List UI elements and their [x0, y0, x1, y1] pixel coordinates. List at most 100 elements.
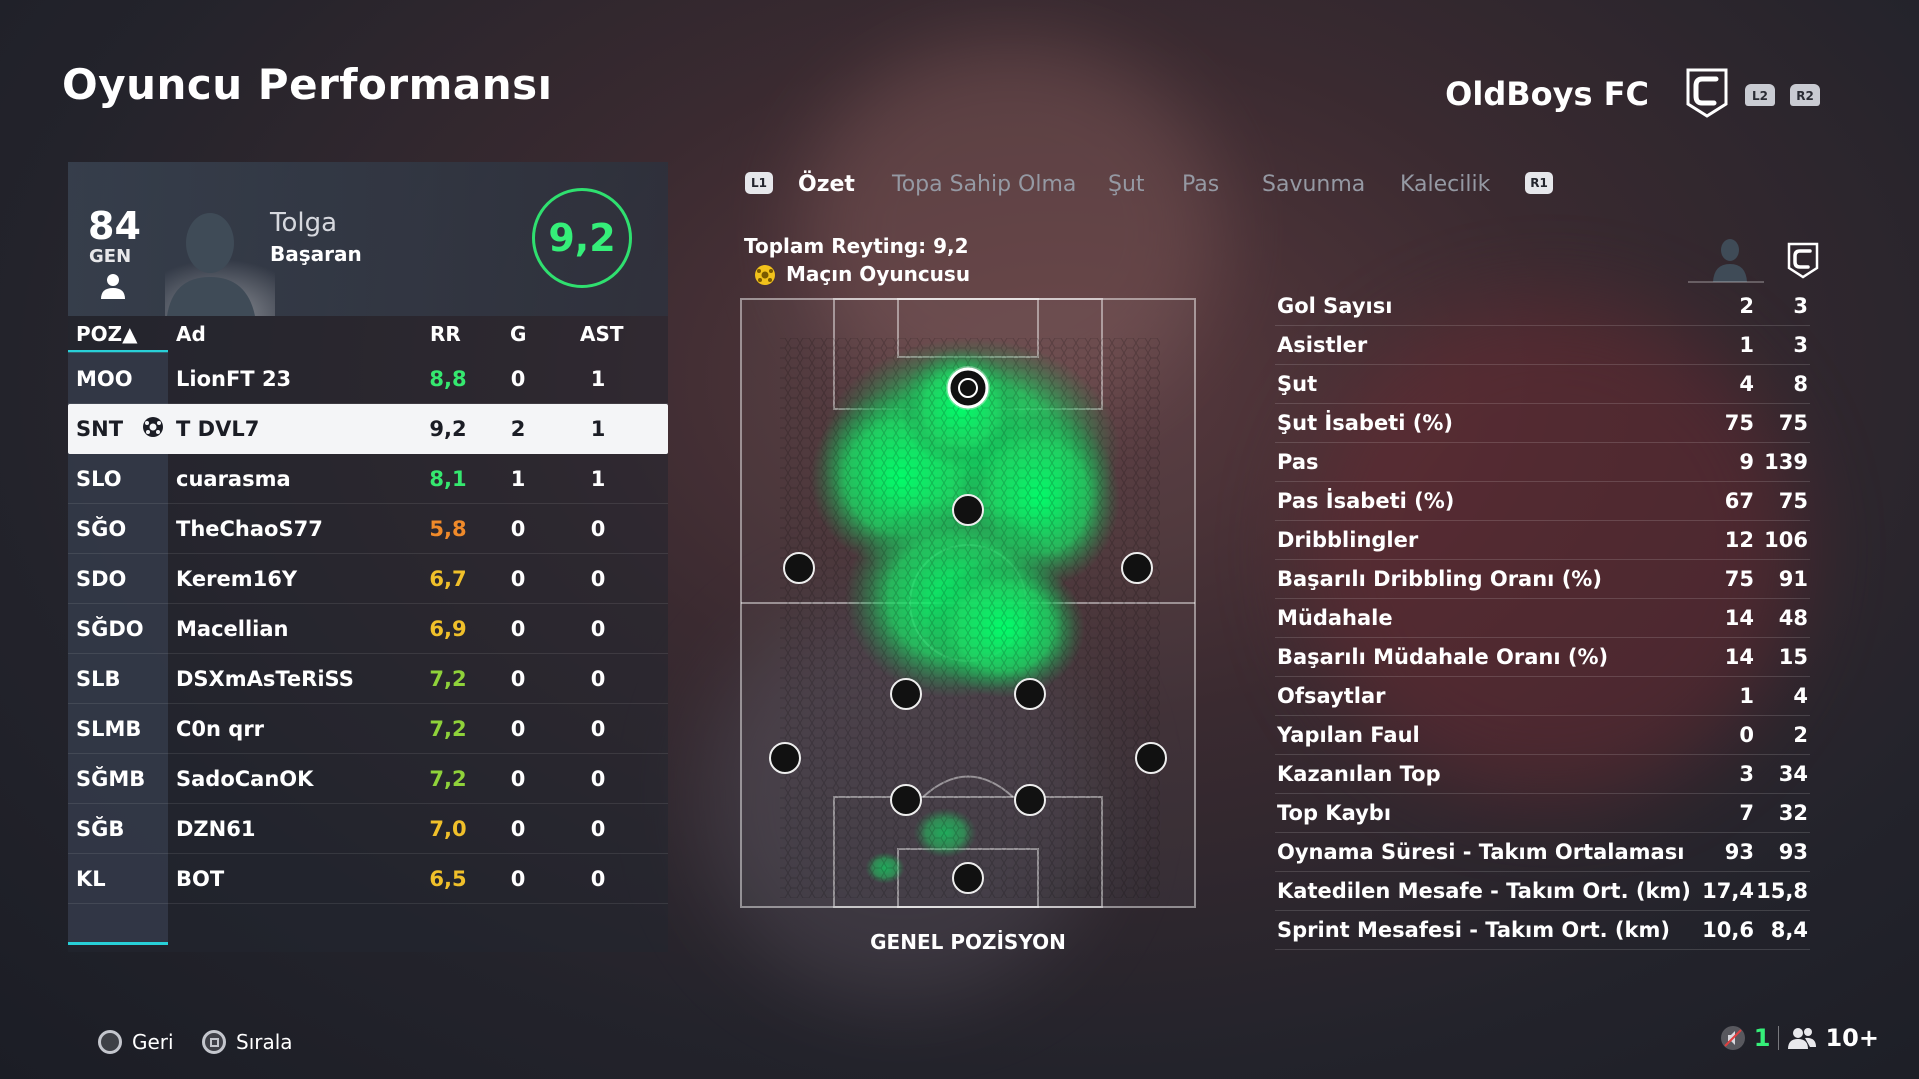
header-ast[interactable]: AST	[580, 322, 624, 346]
row-goals: 0	[510, 717, 526, 741]
stat-label: Yapılan Faul	[1277, 723, 1420, 747]
stat-row: Pas 9 139	[1275, 443, 1810, 482]
session-status: 1 10+	[1720, 1024, 1879, 1052]
stat-team-value: 34	[1778, 762, 1808, 786]
match-rating-value: 9,2	[548, 216, 616, 260]
header-name[interactable]: Ad	[176, 322, 206, 346]
l1-shoulder-icon[interactable]: L1	[745, 172, 773, 194]
stat-row: Başarılı Dribbling Oranı (%) 75 91	[1275, 560, 1810, 599]
table-row[interactable]: SLB DSXmAsTeRiSS 7,2 0 0	[68, 654, 668, 704]
stat-player-value: 1	[1739, 333, 1754, 357]
row-player-name: TheChaoS77	[176, 517, 323, 541]
stat-player-value: 10,6	[1702, 918, 1754, 942]
stat-row: Dribblingler 12 106	[1275, 521, 1810, 560]
row-player-name: Kerem16Y	[176, 567, 298, 591]
stat-team-value: 139	[1764, 450, 1808, 474]
row-goals: 0	[510, 517, 526, 541]
row-goals: 0	[510, 567, 526, 591]
stat-team-value: 48	[1778, 606, 1808, 630]
sort-indicator	[68, 350, 168, 353]
table-row[interactable]: SĞDO Macellian 6,9 0 0	[68, 604, 668, 654]
tab-kalecilik[interactable]: Kalecilik	[1400, 172, 1491, 197]
row-position: SLMB	[76, 717, 142, 741]
table-row[interactable]: SNT T DVL7 9,2 2 1	[68, 404, 668, 454]
stat-team-value: 3	[1793, 294, 1808, 318]
tab-savunma[interactable]: Savunma	[1262, 172, 1366, 197]
row-assists: 0	[590, 517, 606, 541]
tab-pas[interactable]: Pas	[1182, 172, 1220, 197]
stat-team-value: 8,4	[1770, 918, 1808, 942]
player-last-name: Başaran	[270, 242, 362, 266]
header-pos[interactable]: POZ▲	[76, 322, 138, 346]
row-position: SNT	[76, 417, 124, 441]
page-title: Oyuncu Performansı	[62, 60, 553, 109]
back-button[interactable]: Geri	[98, 1030, 174, 1054]
stat-row: Başarılı Müdahale Oranı (%) 14 15	[1275, 638, 1810, 677]
stat-team-value: 8	[1793, 372, 1808, 396]
table-row[interactable]: SDO Kerem16Y 6,7 0 0	[68, 554, 668, 604]
stat-player-value: 7	[1739, 801, 1754, 825]
row-rating: 6,7	[429, 567, 467, 591]
stat-team-value: 75	[1778, 411, 1808, 435]
pitch-label: GENEL POZİSYON	[870, 930, 1066, 954]
tab-sut[interactable]: Şut	[1108, 172, 1145, 197]
player-silhouette-icon	[165, 213, 275, 316]
stat-label: Sprint Mesafesi - Takım Ort. (km)	[1277, 918, 1670, 942]
stat-team-value: 32	[1778, 801, 1808, 825]
divider	[1778, 1026, 1780, 1050]
sort-button[interactable]: Sırala	[202, 1030, 293, 1054]
overall-rating: 84	[88, 204, 141, 248]
player-table: MOO LionFT 23 8,8 0 1 SNT T DVL7 9,2 2 1 SLO cuaras…	[68, 354, 668, 904]
row-rating: 6,5	[429, 867, 467, 891]
table-row[interactable]: KL BOT 6,5 0 0	[68, 854, 668, 904]
row-player-name: BOT	[176, 867, 225, 891]
row-player-name: SadoCanOK	[176, 767, 314, 791]
row-goals: 0	[510, 617, 526, 641]
tab-ozet[interactable]: Özet	[798, 172, 855, 197]
row-assists: 0	[590, 817, 606, 841]
stat-row: Şut 4 8	[1275, 365, 1810, 404]
club-name: OldBoys FC	[1445, 75, 1649, 113]
table-row[interactable]: SLMB C0n qrr 7,2 0 0	[68, 704, 668, 754]
stat-player-value: 75	[1724, 411, 1754, 435]
square-button-icon	[202, 1030, 226, 1054]
row-position: SLO	[76, 467, 122, 491]
stat-team-value: 3	[1793, 333, 1808, 357]
stat-team-value: 4	[1793, 684, 1808, 708]
stat-player-value: 14	[1724, 606, 1754, 630]
table-row[interactable]: SĞB DZN61 7,0 0 0	[68, 804, 668, 854]
stat-row: Top Kaybı 7 32	[1275, 794, 1810, 833]
row-position: SĞO	[76, 517, 127, 541]
header-rr[interactable]: RR	[430, 322, 461, 346]
stat-label: Pas İsabeti (%)	[1277, 489, 1455, 513]
stat-row: Sprint Mesafesi - Takım Ort. (km) 10,6 8,4	[1275, 911, 1810, 950]
row-position: SĞB	[76, 817, 125, 841]
stat-player-value: 2	[1739, 294, 1754, 318]
background-blur	[1300, 300, 1800, 800]
row-player-name: DSXmAsTeRiSS	[176, 667, 354, 691]
stat-team-value: 91	[1778, 567, 1808, 591]
position-heatmap	[740, 298, 1196, 908]
table-row[interactable]: SLO cuarasma 8,1 1 1	[68, 454, 668, 504]
row-position: MOO	[76, 367, 133, 391]
back-label: Geri	[132, 1030, 174, 1054]
row-assists: 1	[590, 467, 606, 491]
table-row[interactable]: SĞO TheChaoS77 5,8 0 0	[68, 504, 668, 554]
table-row[interactable]: SĞMB SadoCanOK 7,2 0 0	[68, 754, 668, 804]
stat-team-value: 2	[1793, 723, 1808, 747]
stat-label: Başarılı Dribbling Oranı (%)	[1277, 567, 1602, 591]
stat-player-value: 4	[1739, 372, 1754, 396]
tab-topa-sahip-olma[interactable]: Topa Sahip Olma	[892, 172, 1077, 197]
row-position: SĞDO	[76, 617, 144, 641]
stat-label: Gol Sayısı	[1277, 294, 1393, 318]
pos-column-underline	[68, 942, 168, 945]
table-row[interactable]: MOO LionFT 23 8,8 0 1	[68, 354, 668, 404]
player-column-icon	[1688, 239, 1764, 283]
total-rating: Toplam Reyting: 9,2	[744, 234, 969, 258]
l2-trigger-icon[interactable]: L2	[1745, 84, 1775, 106]
r1-shoulder-icon[interactable]: R1	[1525, 172, 1553, 194]
header-g[interactable]: G	[510, 322, 527, 346]
stat-player-value: 67	[1724, 489, 1754, 513]
r2-trigger-icon[interactable]: R2	[1790, 84, 1820, 106]
stat-label: Ofsaytlar	[1277, 684, 1386, 708]
